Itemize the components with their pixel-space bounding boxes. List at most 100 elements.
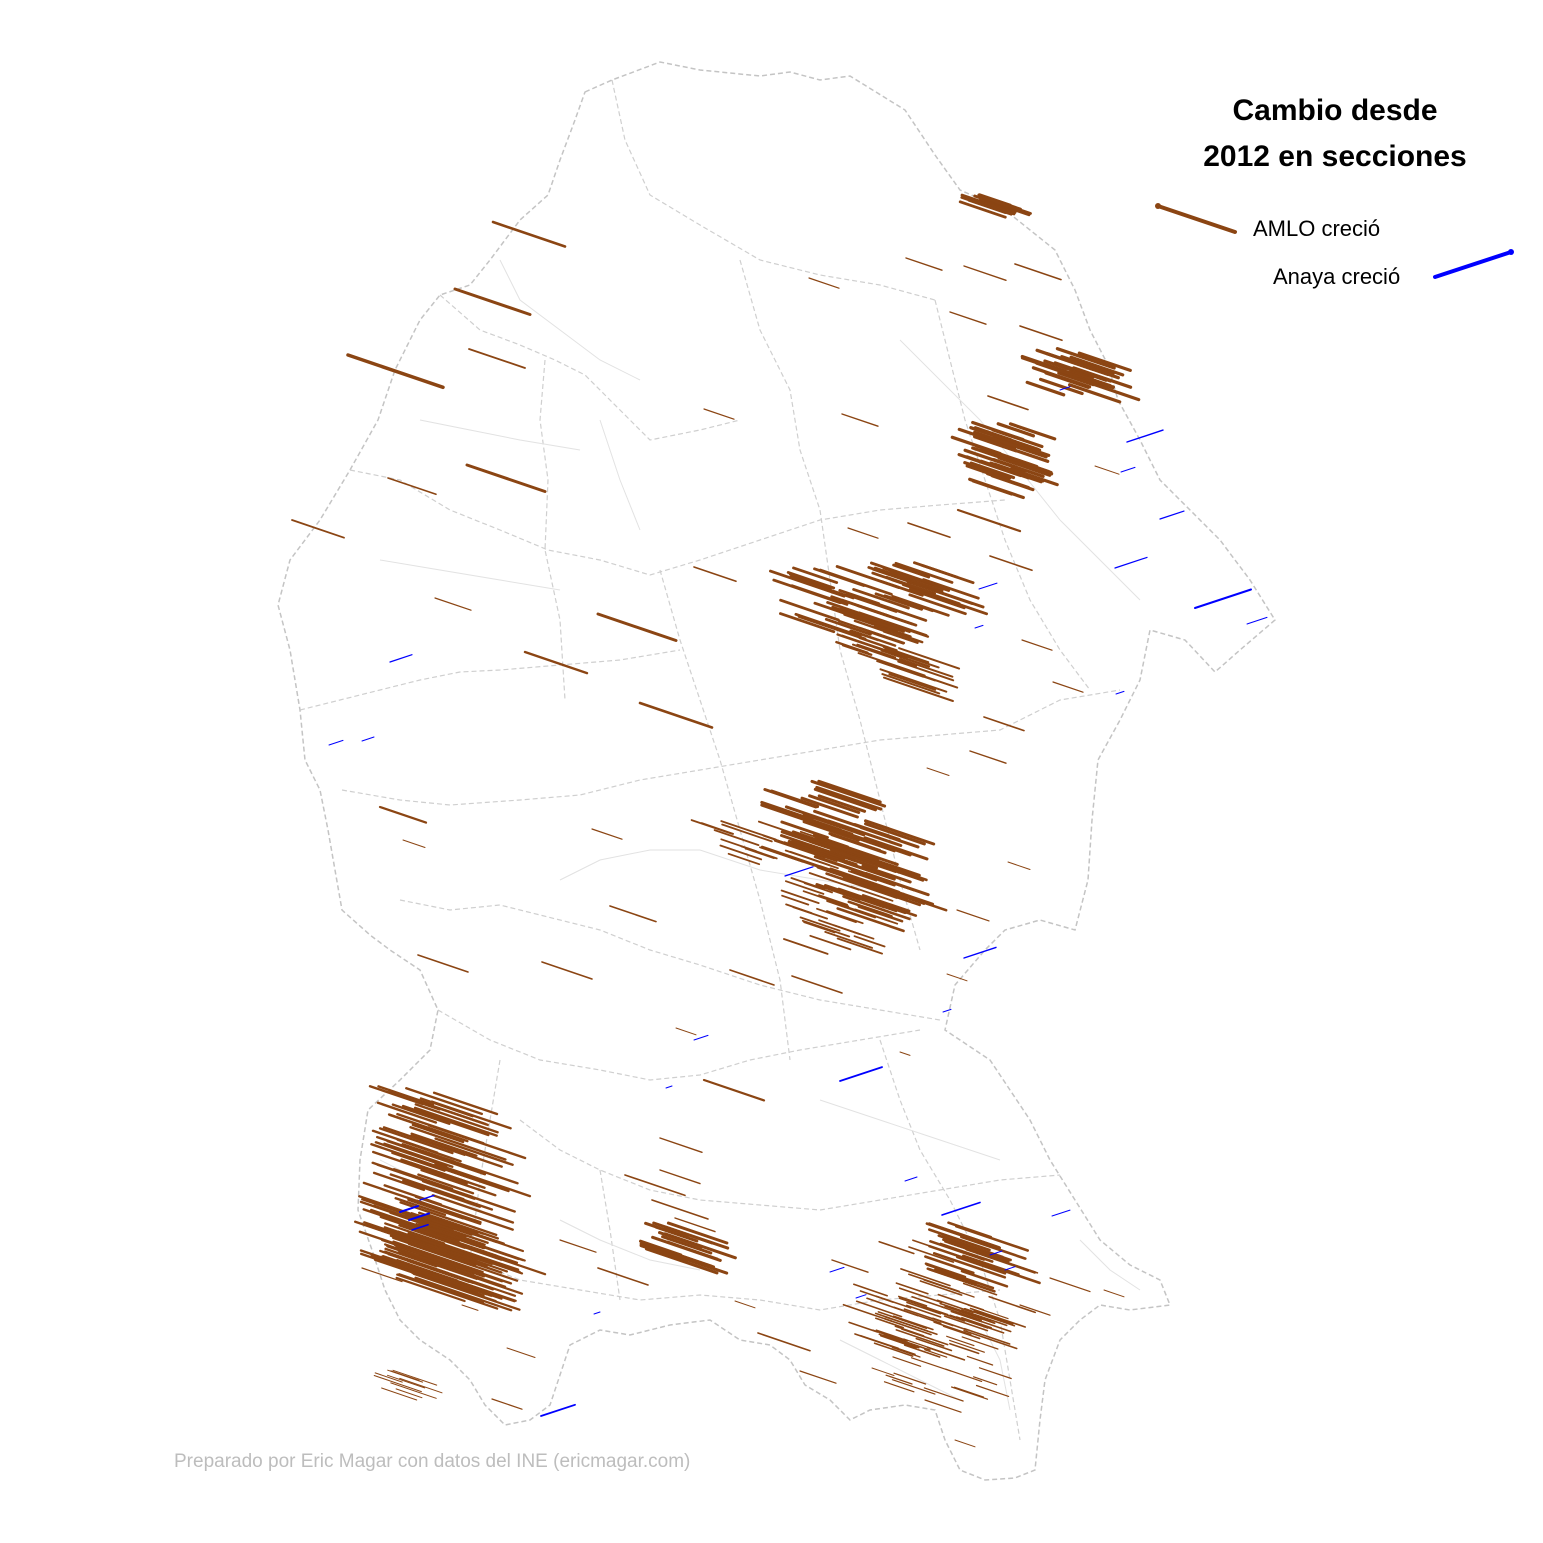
amlo-arrow <box>813 848 858 866</box>
amlo-arrow <box>1038 377 1084 396</box>
amlo-arrow <box>963 1327 1011 1345</box>
amlo-arrow <box>797 615 867 641</box>
amlo-arrow <box>895 1329 945 1347</box>
amlo-arrow <box>361 1197 454 1232</box>
amlo-arrow <box>405 1086 483 1116</box>
amlo-arrow <box>395 1388 423 1399</box>
amlo-arrow <box>734 1300 756 1309</box>
amlo-arrow <box>973 1310 1014 1325</box>
amlo-arrow <box>435 1263 524 1295</box>
amlo-arrow <box>591 828 623 840</box>
amlo-arrow <box>982 196 1032 215</box>
amlo-arrow <box>845 593 898 613</box>
amlo-arrow <box>1094 465 1120 475</box>
amlo-arrow <box>987 395 1029 411</box>
amlo-arrow <box>969 1307 1026 1328</box>
amlo-arrow <box>922 592 966 610</box>
amlo-arrow <box>389 1211 486 1246</box>
amlo-arrow <box>828 870 874 887</box>
amlo-arrow <box>1008 422 1057 441</box>
amlo-arrow <box>871 860 928 882</box>
amlo-arrow <box>989 1256 1039 1274</box>
amlo-arrow <box>721 823 773 843</box>
legend-anaya-label: Anaya creció <box>1273 264 1401 289</box>
amlo-arrow <box>386 1139 487 1176</box>
amlo-arrow <box>426 1243 508 1273</box>
amlo-arrow <box>491 1398 523 1410</box>
amlo-arrow <box>903 1344 941 1358</box>
amlo-arrow <box>956 909 990 922</box>
anaya-arrow <box>1194 588 1252 609</box>
amlo-arrow <box>791 975 843 994</box>
map-title: Cambio desde 2012 en secciones <box>1130 88 1540 180</box>
amlo-arrow <box>781 894 810 906</box>
amlo-arrow <box>847 527 879 539</box>
amlo-arrow <box>358 1230 444 1261</box>
amlo-arrow <box>859 826 920 849</box>
amlo-arrow <box>435 1236 547 1276</box>
amlo-arrow <box>971 420 1025 442</box>
amlo-arrow <box>361 1267 403 1283</box>
amlo-arrow <box>818 919 861 935</box>
amlo-arrow <box>412 1272 521 1311</box>
amlo-arrow <box>402 1179 482 1208</box>
amlo-arrow <box>762 834 797 848</box>
amlo-arrow <box>956 508 1022 533</box>
amlo-arrow <box>951 1276 993 1292</box>
amlo-arrow <box>894 1325 925 1337</box>
amlo-arrow <box>885 1374 913 1385</box>
amlo-arrow <box>920 563 975 585</box>
amlo-arrow <box>900 1268 951 1287</box>
amlo-arrow <box>836 907 905 933</box>
amlo-arrow <box>893 1372 927 1385</box>
amlo-arrow <box>434 597 472 611</box>
anaya-arrow <box>540 1403 576 1417</box>
amlo-arrow <box>961 1336 999 1350</box>
amlo-arrow <box>817 794 867 813</box>
amlo-arrow <box>387 1374 426 1389</box>
amlo-arrow <box>1060 355 1114 376</box>
amlo-arrow <box>394 1262 488 1296</box>
amlo-arrow <box>996 422 1036 438</box>
amlo-arrow <box>944 1368 983 1383</box>
amlo-arrow <box>596 612 678 642</box>
amlo-arrow <box>906 1301 942 1315</box>
amlo-arrow <box>384 1247 438 1268</box>
amlo-arrow <box>420 1168 497 1197</box>
amlo-arrow <box>389 1245 456 1270</box>
amlo-arrow <box>883 1381 915 1393</box>
amlo-arrow <box>973 430 1036 454</box>
amlo-arrow <box>1006 457 1054 476</box>
credit-text: Preparado por Eric Magar con datos del I… <box>174 1451 691 1472</box>
amlo-arrow <box>855 1300 903 1318</box>
amlo-arrow <box>847 870 878 882</box>
amlo-arrow <box>810 779 887 808</box>
amlo-arrow <box>878 1333 920 1349</box>
amlo-arrow <box>414 1236 524 1275</box>
amlo-arrow <box>888 673 937 691</box>
amlo-arrow <box>1021 639 1053 651</box>
amlo-arrow <box>881 673 941 695</box>
amlo-arrow <box>808 277 840 289</box>
anaya-arrow <box>978 582 998 590</box>
amlo-arrow <box>381 1387 418 1401</box>
amlo-arrow <box>885 575 936 595</box>
section-arrows <box>291 193 1268 1448</box>
amlo-arrow <box>658 1231 703 1249</box>
amlo-arrow <box>399 1377 443 1394</box>
amlo-arrow <box>802 820 860 842</box>
amlo-arrow <box>841 634 885 651</box>
amlo-arrow <box>1014 263 1062 281</box>
amlo-arrow <box>702 1078 766 1102</box>
amlo-arrow <box>1049 1277 1091 1293</box>
amlo-arrow <box>383 1184 443 1206</box>
amlo-arrow <box>975 1384 1010 1398</box>
amlo-arrow <box>895 1282 929 1295</box>
amlo-arrow <box>892 563 931 579</box>
amlo-arrow <box>638 701 714 729</box>
amlo-arrow <box>373 1204 467 1238</box>
amlo-arrow <box>541 961 593 980</box>
amlo-arrow <box>803 882 833 894</box>
amlo-arrow <box>884 1315 938 1336</box>
